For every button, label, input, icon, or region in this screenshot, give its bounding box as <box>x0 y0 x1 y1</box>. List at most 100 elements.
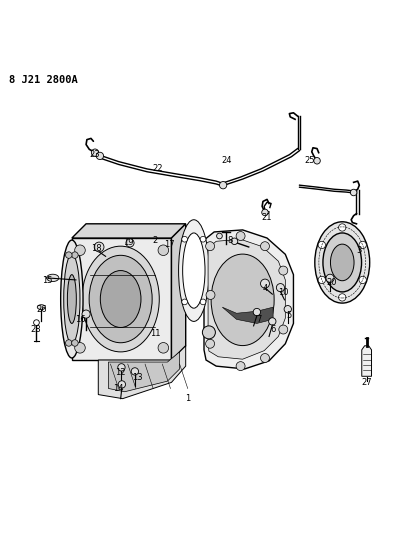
Text: 3: 3 <box>356 246 361 255</box>
Circle shape <box>75 245 85 255</box>
Ellipse shape <box>100 271 141 327</box>
Circle shape <box>182 299 188 305</box>
Ellipse shape <box>89 255 152 343</box>
Circle shape <box>200 299 206 305</box>
Circle shape <box>276 284 284 292</box>
Circle shape <box>350 189 357 196</box>
Circle shape <box>91 149 99 156</box>
Circle shape <box>131 368 139 375</box>
Text: 25: 25 <box>304 156 315 165</box>
Ellipse shape <box>64 254 80 344</box>
Circle shape <box>182 236 188 242</box>
Circle shape <box>279 325 288 334</box>
Circle shape <box>72 340 78 346</box>
Circle shape <box>268 318 276 325</box>
Circle shape <box>236 362 245 370</box>
Polygon shape <box>222 307 273 324</box>
Ellipse shape <box>179 220 209 321</box>
Polygon shape <box>109 352 180 392</box>
Text: 14: 14 <box>113 384 124 393</box>
Circle shape <box>33 320 39 326</box>
Text: 21: 21 <box>262 213 272 222</box>
Circle shape <box>206 340 215 348</box>
Circle shape <box>262 209 268 216</box>
Circle shape <box>118 381 126 388</box>
Polygon shape <box>98 346 186 399</box>
Text: 13: 13 <box>132 373 142 382</box>
Text: 2: 2 <box>153 236 158 245</box>
Circle shape <box>314 158 320 164</box>
Text: 15: 15 <box>42 276 53 285</box>
Circle shape <box>217 233 222 239</box>
Circle shape <box>359 276 366 284</box>
Circle shape <box>66 252 72 259</box>
Text: 16: 16 <box>75 315 85 324</box>
Text: 6: 6 <box>271 325 276 334</box>
Circle shape <box>66 340 72 346</box>
Circle shape <box>339 224 346 231</box>
Ellipse shape <box>61 240 83 358</box>
Text: 24: 24 <box>221 156 232 165</box>
Text: 28: 28 <box>30 325 40 334</box>
Ellipse shape <box>47 274 59 281</box>
Text: 5: 5 <box>287 311 292 320</box>
Polygon shape <box>362 346 372 376</box>
Circle shape <box>284 305 291 313</box>
Text: 7: 7 <box>256 315 262 324</box>
Text: 8 J21 2800A: 8 J21 2800A <box>9 75 78 85</box>
Polygon shape <box>208 239 285 359</box>
Ellipse shape <box>323 233 361 292</box>
Ellipse shape <box>183 233 205 308</box>
Circle shape <box>206 290 215 300</box>
Polygon shape <box>171 224 186 360</box>
Text: 4: 4 <box>262 285 268 293</box>
Text: 1: 1 <box>185 394 191 403</box>
Ellipse shape <box>67 274 76 324</box>
Circle shape <box>318 276 326 284</box>
Polygon shape <box>72 224 186 238</box>
Text: 12: 12 <box>115 368 126 377</box>
Circle shape <box>96 152 104 159</box>
Text: 19: 19 <box>124 238 134 247</box>
Circle shape <box>261 279 269 288</box>
Text: 18: 18 <box>91 244 102 253</box>
Ellipse shape <box>37 305 45 310</box>
Circle shape <box>279 266 288 275</box>
Circle shape <box>231 238 238 245</box>
Circle shape <box>158 343 169 353</box>
Text: 10: 10 <box>278 288 288 297</box>
Circle shape <box>75 343 85 353</box>
Text: 17: 17 <box>164 240 175 248</box>
Text: 20: 20 <box>327 278 337 287</box>
Circle shape <box>94 242 104 252</box>
Text: 8: 8 <box>228 236 233 245</box>
Ellipse shape <box>330 244 354 281</box>
Circle shape <box>72 252 78 259</box>
Circle shape <box>261 353 269 362</box>
Polygon shape <box>204 230 293 369</box>
Circle shape <box>236 231 245 240</box>
Circle shape <box>82 310 90 318</box>
Circle shape <box>118 364 125 371</box>
Circle shape <box>220 182 227 189</box>
Circle shape <box>326 274 334 282</box>
Ellipse shape <box>315 222 370 303</box>
Circle shape <box>200 236 206 242</box>
Text: 26: 26 <box>36 305 47 314</box>
Circle shape <box>339 294 346 301</box>
Text: 11: 11 <box>150 329 160 338</box>
Ellipse shape <box>211 254 274 345</box>
Circle shape <box>126 239 134 247</box>
Circle shape <box>261 241 269 251</box>
Text: 22: 22 <box>152 164 162 173</box>
Text: 23: 23 <box>89 150 100 159</box>
Circle shape <box>202 326 215 339</box>
Circle shape <box>359 241 366 248</box>
Polygon shape <box>72 238 171 360</box>
Circle shape <box>253 309 261 316</box>
Text: 27: 27 <box>361 378 372 387</box>
Circle shape <box>318 241 326 248</box>
Ellipse shape <box>82 246 159 352</box>
Circle shape <box>206 241 215 251</box>
Circle shape <box>158 245 169 255</box>
